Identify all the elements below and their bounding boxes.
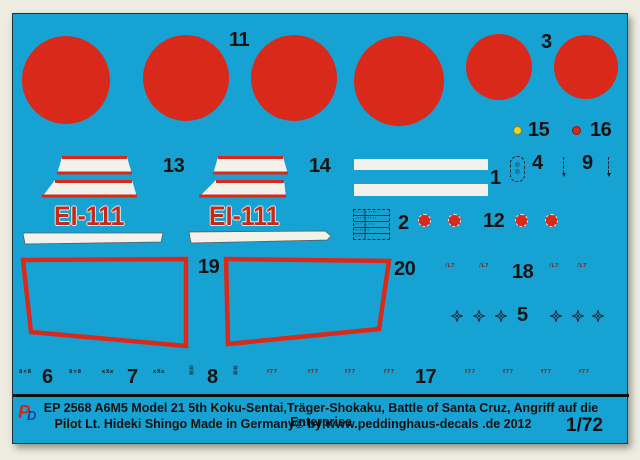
data-placard-decal: ∙∙ ∙∙∙ ∙∙∙∙ ∙∙∙ ∙∙∙∙ ∙∙ ∙∙ ∙ — ∙ ∙ ∙∙∙∙ … <box>353 209 390 240</box>
stencil-8-glyph: ▦ ▦ <box>189 366 194 376</box>
part-label-14: 14 <box>309 155 331 177</box>
part-label-19: 19 <box>198 256 220 278</box>
footer-divider <box>13 394 629 397</box>
oval-stencil-decal: ® ® <box>510 156 525 182</box>
part-label-20: 20 <box>394 258 416 280</box>
part-label-5: 5 <box>517 304 528 326</box>
stencil-17-glyph: f77 <box>384 369 395 375</box>
tail-code-14: EI-111 <box>209 201 280 231</box>
placard-row: ∙∙∙ ∙∙∙∙ ∙∙ <box>354 216 389 222</box>
hinomaru-roundel-large-1 <box>22 36 110 124</box>
hinomaru-roundel-large-3 <box>251 35 337 121</box>
logo-letter-d: D <box>27 408 37 423</box>
part-label-11: 11 <box>229 29 250 51</box>
pitot-stripe-decal-2 <box>607 157 612 177</box>
stencil-18-glyph: /L7 <box>549 263 559 269</box>
logo-letter-p: P <box>18 402 31 422</box>
peddinghaus-logo: P D <box>18 402 44 424</box>
part-label-1: 1 <box>490 167 501 189</box>
trim-cross-icon <box>495 310 507 322</box>
stencil-17-glyph: f77 <box>465 369 476 375</box>
stencil-8-glyph-top: ▦ <box>189 365 195 371</box>
scale-text: 1/72 <box>566 415 603 436</box>
red-dot-dashed-decal-1 <box>418 214 431 227</box>
stencil-17-glyph: f77 <box>579 369 590 375</box>
hinomaru-roundel-small-2 <box>554 35 618 99</box>
pitot-stripe-decal-1 <box>562 157 567 177</box>
stencil-8-glyph-top: ▦ <box>233 365 239 371</box>
part-label-13: 13 <box>163 155 185 177</box>
placard-row: ∙∙∙∙ ∙∙ <box>354 228 389 234</box>
wing-outline-19 <box>20 256 189 349</box>
red-dot-dashed-decal-3 <box>515 214 528 227</box>
fin-stripes-group-13 <box>22 156 164 245</box>
part-label-7: 7 <box>127 366 138 388</box>
part-label-8: 8 <box>207 366 218 388</box>
part-label-4: 4 <box>532 152 543 174</box>
footer-title-line: EP 2568 A6M5 Model 21 5th Koku-Sentai,Tr… <box>43 401 599 429</box>
stencil-6-glyph: 8×8 <box>69 369 82 375</box>
stencil-7-glyph: ĸXĸ <box>153 369 166 375</box>
stencil-7-glyph: ĸXĸ <box>102 369 115 375</box>
part-label-6: 6 <box>42 366 53 388</box>
oval-stencil-glyph-bottom: ® <box>515 169 520 176</box>
yellow-dot-decal <box>513 126 522 135</box>
footer-credit-line: Pilot Lt. Hideki Shingo Made in Germany©… <box>54 417 532 431</box>
placard-row: ∙∙ ∙∙∙ ∙∙∙∙ <box>354 210 389 216</box>
part-label-16: 16 <box>590 119 612 141</box>
red-dot-dashed-decal-4 <box>545 214 558 227</box>
decal-sheet: 11 3 15 16 EI-111 13 EI-111 14 1 ® ® 4 9 <box>12 13 629 444</box>
part-label-3: 3 <box>541 31 552 53</box>
stencil-6-glyph: 8×8 <box>19 369 32 375</box>
hinomaru-roundel-small-1 <box>466 34 532 100</box>
trim-cross-icon <box>473 310 485 322</box>
stencil-17-glyph: f77 <box>308 369 319 375</box>
hinomaru-roundel-large-4 <box>354 36 444 126</box>
stencil-18-glyph: /L7 <box>479 263 489 269</box>
wing-outline-decals <box>20 256 392 349</box>
stencil-8-glyph-bottom: ▦ <box>189 370 195 376</box>
placard-row: ∙∙ ∙ — ∙ ∙ <box>354 222 389 228</box>
fin-stripes-group-14 <box>188 156 332 244</box>
trim-cross-icon <box>592 310 604 322</box>
stencil-18-glyph: /L7 <box>445 263 455 269</box>
tail-code-13: EI-111 <box>54 201 125 231</box>
part-label-17: 17 <box>415 366 437 388</box>
stencil-17-glyph: f77 <box>503 369 514 375</box>
wing-outline-20 <box>223 256 392 347</box>
stencil-17-glyph: f77 <box>267 369 278 375</box>
white-band-decal-top <box>354 159 488 170</box>
stencil-8-glyph-bottom: ▦ <box>233 370 239 376</box>
red-dot-decal <box>572 126 581 135</box>
stencil-18-glyph: /L7 <box>577 263 587 269</box>
part-label-9: 9 <box>582 152 593 174</box>
red-dot-dashed-decal-2 <box>448 214 461 227</box>
part-label-18: 18 <box>512 261 534 283</box>
placard-row: ∙ ∙∙ <box>355 234 363 238</box>
hinomaru-roundel-large-2 <box>143 35 229 121</box>
stencil-17-glyph: f77 <box>541 369 552 375</box>
oval-stencil-glyph-top: ® <box>515 162 520 169</box>
part-label-15: 15 <box>528 119 550 141</box>
part-label-2: 2 <box>398 212 409 234</box>
part-label-12: 12 <box>483 210 505 232</box>
trim-cross-icon <box>572 310 584 322</box>
trim-cross-icon <box>451 310 463 322</box>
white-band-decal-bottom <box>354 184 488 196</box>
stencil-17-glyph: f77 <box>345 369 356 375</box>
stencil-8-glyph: ▦ ▦ <box>233 366 238 376</box>
trim-cross-icon <box>550 310 562 322</box>
